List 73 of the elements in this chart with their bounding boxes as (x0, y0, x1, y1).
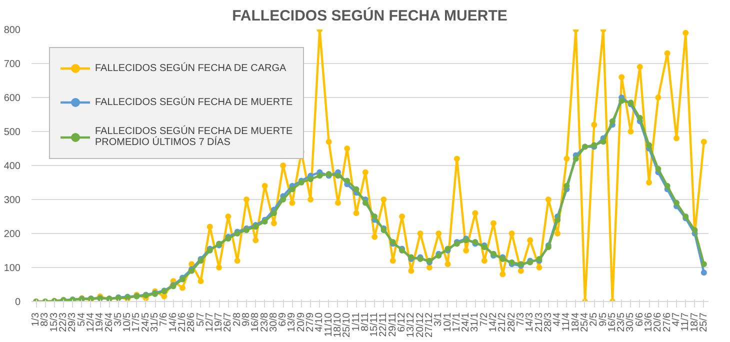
x-tick-label: 8/3 (40, 312, 51, 326)
x-tick-label: 5/7 (195, 312, 206, 326)
x-tick-label: 23/8 (259, 312, 270, 332)
x-tick-label: 11/10 (323, 312, 334, 337)
x-tick-label: 25/4 (579, 312, 590, 332)
x-tick-label: 31/1 (470, 312, 481, 332)
x-tick-label: 14/3 (524, 312, 536, 332)
x-tick-label: 12/4 (85, 312, 96, 332)
x-tick-label: 29/3 (67, 312, 78, 332)
y-tick-label: 600 (4, 93, 21, 104)
x-tick-label: 2/8 (232, 312, 243, 326)
x-tick-label: 21/6 (176, 312, 188, 332)
x-tick-label: 3/5 (112, 312, 124, 326)
x-tick-label: 27/6 (662, 312, 673, 332)
x-tick-label: 21/2 (497, 312, 508, 332)
x-tick-label: 20/6 (652, 312, 664, 332)
x-tick-label: 26/4 (104, 312, 115, 332)
x-tick-label: 28/3 (542, 312, 554, 332)
x-tick-label: 13/9 (286, 312, 298, 332)
x-tick-label: 10/1 (442, 312, 454, 332)
x-tick-label: 16/8 (250, 312, 262, 332)
x-tick-label: 28/6 (186, 312, 198, 332)
x-tick-label: 7/6 (158, 312, 170, 326)
x-tick-label: 12/7 (204, 312, 216, 332)
legend-label: FALLECIDOS SEGÚN FECHA DE MUERTE PROMEDIO ÚLTIMOS 7 DÍAS (95, 126, 293, 148)
y-tick-label: 700 (4, 59, 21, 70)
x-tick-label: 30/8 (268, 312, 280, 332)
y-tick-label: 0 (14, 297, 21, 308)
chart-title: FALLECIDOS SEGÚN FECHA MUERTE (232, 6, 508, 24)
y-tick-label: 100 (4, 263, 21, 274)
y-tick-label: 200 (4, 229, 21, 240)
x-tick-label: 21/3 (534, 312, 545, 332)
x-tick-label: 20/9 (296, 312, 307, 332)
x-tick-label: 22/11 (378, 312, 390, 337)
x-tick-label: 25/7 (698, 312, 710, 332)
x-tick-label: 9/5 (598, 312, 609, 326)
y-tick-label: 800 (4, 25, 21, 36)
x-tick-label: 6/6 (634, 312, 646, 326)
x-tick-label: 7/3 (515, 312, 526, 326)
x-tick-label: 19/4 (94, 312, 106, 332)
y-tick-label: 400 (4, 161, 21, 172)
x-tick-label: 13/12 (406, 312, 417, 338)
x-tick-label: 28/2 (506, 312, 518, 332)
x-tick-label: 3/1 (433, 312, 444, 326)
x-tick-label: 29/11 (387, 312, 398, 337)
x-tick-label: 20/12 (414, 312, 426, 338)
x-tick-label: 25/10 (342, 312, 353, 338)
legend-label: FALLECIDOS SEGÚN FECHA DE CARGA (95, 62, 286, 74)
x-tick-label: 16/5 (606, 312, 618, 332)
legend-label: FALLECIDOS SEGÚN FECHA DE MUERTE (95, 96, 293, 108)
y-tick-label: 300 (4, 195, 21, 206)
x-tick-label: 5/4 (76, 312, 88, 326)
x-tick-label: 18/10 (332, 312, 344, 338)
y-tick-label: 500 (4, 127, 21, 138)
x-tick-label: 15/3 (48, 312, 60, 332)
x-tick-label: 7/2 (478, 312, 490, 326)
x-tick-label: 27/12 (424, 312, 435, 338)
x-tick-label: 18/4 (570, 312, 582, 332)
x-tick-label: 26/7 (222, 312, 234, 332)
x-tick-label: 17/5 (131, 312, 142, 332)
x-tick-label: 8/11 (360, 312, 371, 332)
x-tick-label: 30/5 (625, 312, 636, 332)
x-tick-label: 1/11 (350, 312, 362, 332)
x-tick-label: 17/1 (451, 312, 462, 332)
x-tick-label: 4/10 (314, 312, 326, 332)
x-tick-label: 9/8 (240, 312, 252, 326)
x-tick-label: 2/5 (588, 312, 600, 326)
x-tick-label: 24/5 (140, 312, 152, 332)
x-tick-label: 11/4 (561, 312, 572, 332)
x-tick-label: 14/6 (168, 312, 179, 332)
x-tick-label: 11/7 (680, 312, 692, 332)
x-tick-label: 18/7 (689, 312, 700, 332)
x-tick-label: 4/7 (670, 312, 682, 326)
